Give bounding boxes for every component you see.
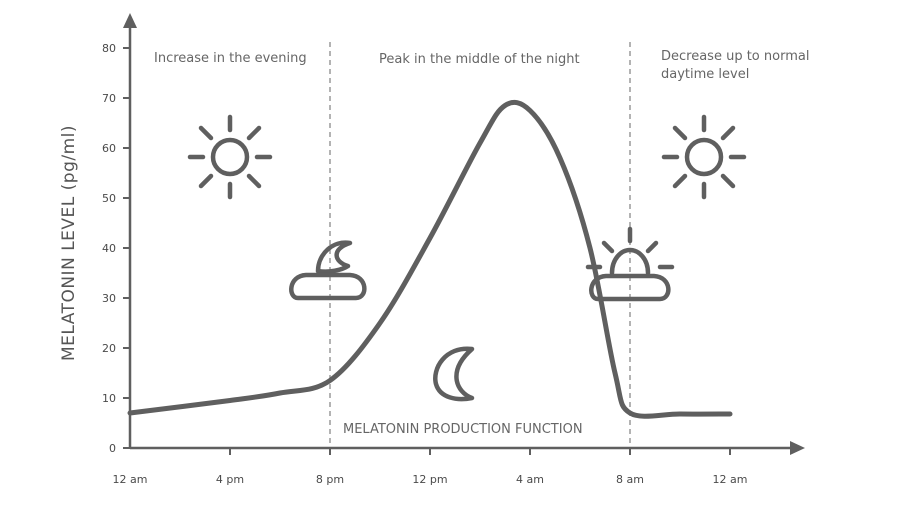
y-axis-label: MELATONIN LEVEL (pg/ml)	[59, 125, 79, 361]
x-tick-label: 4 am	[516, 473, 544, 486]
axes	[123, 13, 805, 455]
y-tick-label: 0	[109, 442, 116, 455]
x-tick-label: 4 pm	[216, 473, 244, 486]
phase-label-night: Peak in the middle of the night	[379, 52, 580, 67]
x-axis-arrow	[790, 441, 805, 455]
y-tick-label: 70	[102, 92, 116, 105]
moon-cloud-icon	[289, 240, 367, 301]
x-tick-label: 8 am	[616, 473, 644, 486]
y-tick-label: 60	[102, 142, 116, 155]
phase-dividers	[329, 42, 631, 446]
phase-label-morning-line2: daytime level	[661, 67, 749, 82]
x-tick-label: 8 pm	[316, 473, 344, 486]
y-tick-label: 30	[102, 292, 116, 305]
y-tick-label: 50	[102, 192, 116, 205]
y-ticks: 0 10 20 30 40 50 60 70 80	[102, 42, 130, 455]
phase-label-evening: Increase in the evening	[154, 51, 307, 66]
x-tick-label: 12 pm	[412, 473, 447, 486]
x-tick-label: 12 am	[713, 473, 748, 486]
series-label: MELATONIN PRODUCTION FUNCTION	[343, 422, 583, 437]
x-ticks: 12 am 4 pm 8 pm 12 pm 4 am 8 am 12 am	[113, 448, 748, 486]
sun-icon	[661, 114, 747, 200]
y-tick-label: 40	[102, 242, 116, 255]
x-tick-label: 12 am	[113, 473, 148, 486]
sunrise-cloud-icon	[585, 226, 675, 302]
sun-icon	[187, 114, 273, 200]
y-tick-label: 80	[102, 42, 116, 55]
y-tick-label: 10	[102, 392, 116, 405]
crescent-moon-icon	[433, 346, 475, 402]
y-tick-label: 20	[102, 342, 116, 355]
series-line-melatonin	[127, 99, 733, 419]
y-axis-arrow	[123, 13, 137, 28]
phase-label-morning-line1: Decrease up to normal	[661, 49, 809, 64]
